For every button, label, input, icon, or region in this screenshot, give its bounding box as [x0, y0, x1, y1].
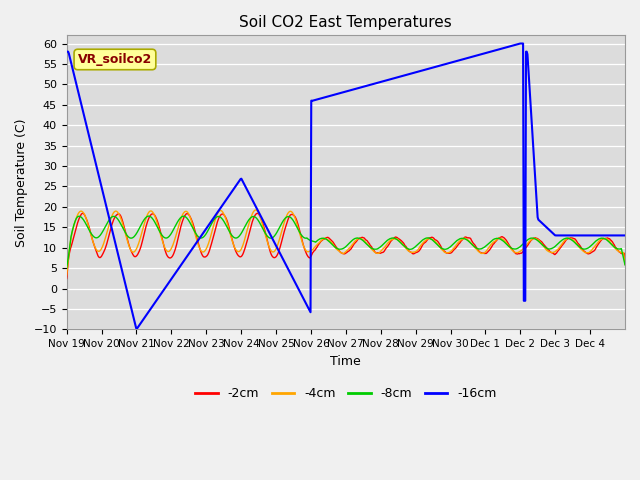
Y-axis label: Soil Temperature (C): Soil Temperature (C) [15, 118, 28, 247]
Text: VR_soilco2: VR_soilco2 [78, 53, 152, 66]
X-axis label: Time: Time [330, 355, 361, 368]
Title: Soil CO2 East Temperatures: Soil CO2 East Temperatures [239, 15, 452, 30]
Legend: -2cm, -4cm, -8cm, -16cm: -2cm, -4cm, -8cm, -16cm [190, 383, 502, 406]
